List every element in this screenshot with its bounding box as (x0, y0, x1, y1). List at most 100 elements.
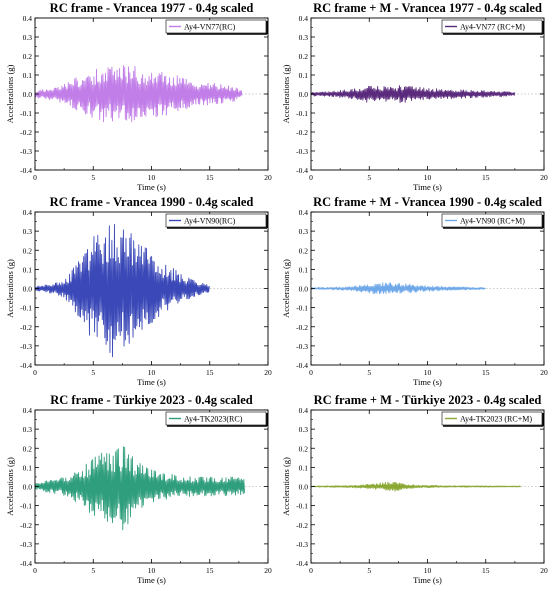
y-tick-label: 0.0 (299, 285, 309, 294)
y-tick-label: -0.4 (296, 361, 308, 370)
chart-panel-2: RC frame + M - Vrancea 1977 - 0.4g scale… (281, 1, 548, 192)
y-tick-label: -0.2 (296, 323, 308, 332)
y-tick-label: 0.2 (23, 246, 33, 255)
y-tick-label: 0.4 (299, 14, 309, 23)
x-tick-label: 15 (482, 566, 490, 575)
series-line (310, 481, 521, 492)
x-tick-label: 15 (206, 566, 214, 575)
y-tick-label: -0.2 (20, 521, 32, 530)
y-axis-label: Accelerations (g) (5, 457, 15, 516)
legend-box (441, 19, 543, 34)
y-tick-label: -0.1 (296, 304, 308, 313)
y-tick-label: -0.4 (296, 166, 308, 175)
y-tick-label: -0.2 (20, 128, 32, 137)
x-tick-label: 0 (309, 173, 313, 182)
y-tick-label: 0.1 (299, 265, 309, 274)
legend-box (441, 411, 543, 426)
y-tick-label: 0.3 (23, 425, 33, 434)
x-tick-label: 5 (367, 173, 371, 182)
x-tick-label: 15 (206, 368, 214, 377)
legend-box (441, 213, 543, 228)
y-tick-label: -0.3 (20, 540, 32, 549)
y-tick-label: 0.0 (23, 483, 33, 492)
chart-title: RC frame + M - Vrancea 1990 - 0.4g scale… (313, 195, 542, 209)
x-tick-label: 5 (91, 566, 95, 575)
series-line (34, 446, 245, 531)
y-tick-label: -0.3 (20, 147, 32, 156)
x-tick-label: 20 (264, 173, 272, 182)
y-tick-label: 0.2 (23, 52, 33, 61)
x-tick-label: 10 (148, 368, 156, 377)
y-tick-label: 0.3 (23, 33, 33, 42)
x-tick-label: 15 (482, 368, 490, 377)
y-tick-label: -0.4 (20, 166, 32, 175)
x-axis-label: Time (s) (137, 182, 166, 192)
chart-panel-5: RC frame - Türkiye 2023 - 0.4g scaled -0.… (5, 393, 272, 585)
y-axis-label: Accelerations (g) (281, 64, 291, 123)
legend-box (165, 411, 267, 426)
x-tick-label: 20 (540, 173, 548, 182)
series-line (34, 224, 210, 358)
x-tick-label: 0 (33, 368, 37, 377)
y-axis-label: Accelerations (g) (5, 259, 15, 318)
y-tick-label: -0.2 (296, 521, 308, 530)
x-tick-label: 5 (367, 566, 371, 575)
y-tick-label: -0.3 (296, 540, 308, 549)
y-tick-label: -0.1 (296, 109, 308, 118)
y-tick-label: 0.2 (23, 444, 33, 453)
x-tick-label: 5 (367, 368, 371, 377)
chart-panel-3: RC frame - Vrancea 1990 - 0.4g scaled -0.… (5, 195, 272, 387)
chart-title: RC frame + M - Vrancea 1977 - 0.4g scale… (313, 1, 542, 15)
x-tick-label: 10 (148, 566, 156, 575)
x-tick-label: 20 (264, 566, 272, 575)
y-tick-label: 0.2 (299, 444, 309, 453)
series-line (310, 282, 486, 295)
y-tick-label: -0.4 (20, 361, 32, 370)
y-tick-label: 0.3 (299, 425, 309, 434)
x-axis-label: Time (s) (413, 182, 442, 192)
chart-title: RC frame + M - Türkiye 2023 - 0.4g scale… (314, 393, 542, 407)
chart-title: RC frame - Türkiye 2023 - 0.4g scaled (50, 393, 253, 407)
chart-title: RC frame - Vrancea 1977 - 0.4g scaled (50, 1, 254, 15)
legend-label: Ay4-VN90(RC) (184, 217, 236, 226)
x-tick-label: 0 (309, 566, 313, 575)
chart-panel-1: RC frame - Vrancea 1977 - 0.4g scaled -0.… (5, 1, 272, 192)
x-tick-label: 5 (91, 173, 95, 182)
x-tick-label: 0 (33, 173, 37, 182)
y-tick-label: 0.4 (23, 208, 33, 217)
y-tick-label: 0.1 (23, 265, 33, 274)
y-tick-label: 0.1 (299, 463, 309, 472)
x-tick-label: 10 (424, 368, 432, 377)
y-tick-label: -0.1 (20, 502, 32, 511)
chart-title: RC frame - Vrancea 1990 - 0.4g scaled (50, 195, 254, 209)
chart-panel-6: RC frame + M - Türkiye 2023 - 0.4g scale… (281, 393, 548, 585)
legend-label: Ay4-TK2023(RC) (184, 415, 243, 424)
y-tick-label: 0.3 (299, 33, 309, 42)
x-tick-label: 20 (540, 368, 548, 377)
y-tick-label: 0.4 (299, 208, 309, 217)
y-tick-label: 0.2 (299, 246, 309, 255)
y-tick-label: -0.2 (20, 323, 32, 332)
legend-label: Ay4-VN77 (RC+M) (460, 23, 525, 32)
y-tick-label: -0.3 (20, 342, 32, 351)
x-tick-label: 10 (424, 566, 432, 575)
y-tick-label: 0.4 (23, 14, 33, 23)
y-tick-label: -0.1 (20, 109, 32, 118)
y-tick-label: 0.1 (23, 71, 33, 80)
y-tick-label: 0.0 (299, 90, 309, 99)
y-tick-label: 0.0 (23, 285, 33, 294)
y-axis-label: Accelerations (g) (281, 457, 291, 516)
x-axis-label: Time (s) (413, 377, 442, 387)
x-tick-label: 5 (91, 368, 95, 377)
x-tick-label: 0 (309, 368, 313, 377)
x-axis-label: Time (s) (137, 575, 166, 585)
x-tick-label: 20 (264, 368, 272, 377)
y-tick-label: -0.1 (20, 304, 32, 313)
x-tick-label: 10 (148, 173, 156, 182)
y-tick-label: 0.4 (23, 406, 33, 415)
legend-box (165, 213, 267, 228)
y-tick-label: -0.3 (296, 147, 308, 156)
x-axis-label: Time (s) (137, 377, 166, 387)
legend-label: Ay4-VN90 (RC+M) (460, 217, 525, 226)
y-tick-label: -0.1 (296, 502, 308, 511)
